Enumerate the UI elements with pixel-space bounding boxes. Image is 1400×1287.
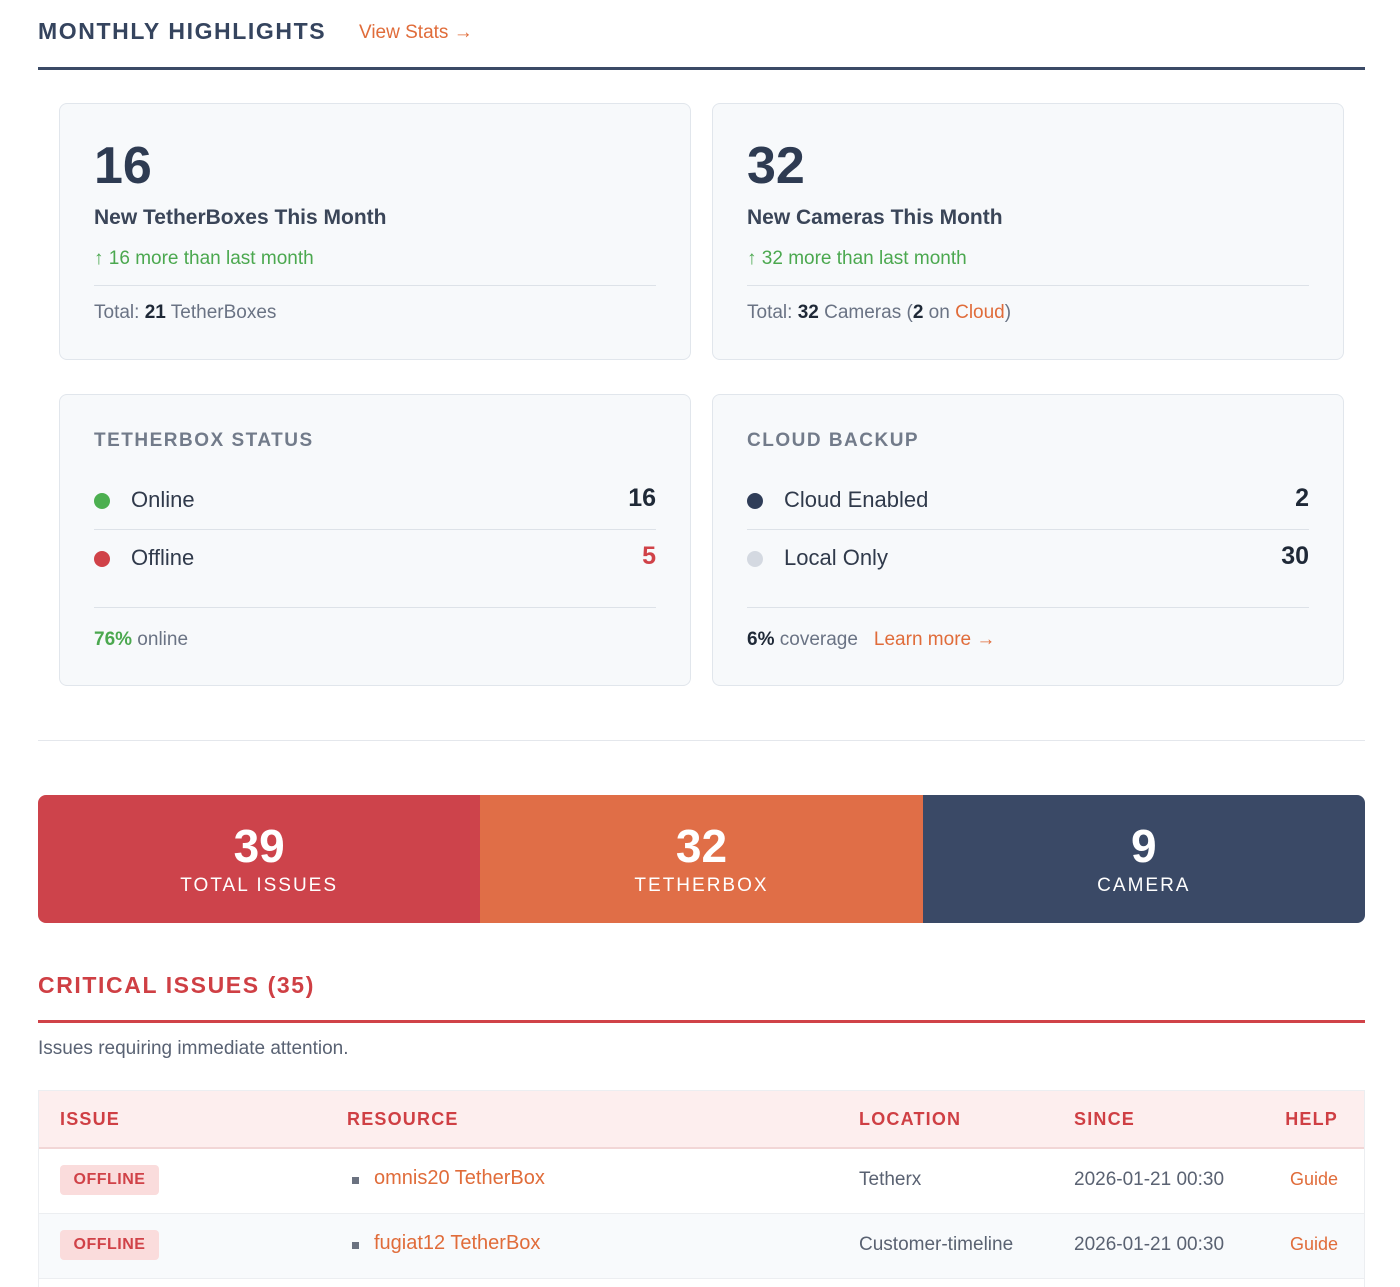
total-suffix: TetherBoxes [165,302,277,323]
location-cell: Customer-timeline [859,1234,1014,1255]
tetherboxes-label: New TetherBoxes This Month [94,206,387,229]
table-row: OFFLINE fugiat12 TetherBox Customer-time… [39,1214,1364,1279]
status-badge: OFFLINE [60,1165,159,1195]
critical-issues-underline [38,1020,1365,1023]
online-value: 16 [628,484,656,512]
view-stats-link[interactable]: View Stats → [359,22,473,43]
camera-issues-count: 9 [1131,820,1157,872]
cameras-label: New Cameras This Month [747,206,1003,229]
local-only-value: 30 [1281,542,1309,570]
since-cell: 2026-01-21 00:30 [1074,1234,1225,1255]
cloud-enabled-row: Cloud Enabled 2 [747,472,1309,530]
online-label: Online [131,487,195,512]
coverage-footer: 6% coverage Learn more → [747,629,995,651]
issues-summary-bar: 39 TOTAL ISSUES 32 TETHERBOX 9 CAMERA [38,795,1365,923]
column-header-issue: ISSUE [60,1109,121,1129]
total-value: 32 [797,302,819,323]
offline-value: 5 [642,542,656,570]
close-paren: ) [1004,302,1012,323]
since-cell: 2026-01-21 00:30 [1074,1169,1225,1190]
total-mid: Cameras ( [818,302,913,323]
column-header-resource: RESOURCE [347,1109,459,1129]
cloud-on: on [923,302,956,323]
card-divider [94,607,656,608]
card-divider [747,285,1309,286]
cloud-value: 2 [912,302,924,323]
online-row: Online 16 [94,472,656,530]
table-row [39,1279,1364,1287]
critical-issues-table: ISSUE RESOURCE LOCATION SINCE HELP OFFLI… [38,1090,1365,1287]
resource-link[interactable]: omnis20 TetherBox [374,1167,545,1189]
online-dot-icon [94,493,110,509]
online-pct-text: online [132,629,189,650]
learn-more-link[interactable]: Learn more → [873,629,996,650]
coverage-text: coverage [774,629,858,650]
column-header-help: HELP [1285,1109,1338,1129]
location-cell: Tetherx [859,1169,922,1190]
total-prefix: Total: [747,302,798,323]
cameras-count: 32 [747,137,805,195]
tetherboxes-total: Total: 21 TetherBoxes [94,302,276,324]
section-divider [38,740,1365,741]
section-title: MONTHLY HIGHLIGHTS [38,18,327,44]
cloud-enabled-label: Cloud Enabled [784,487,929,512]
total-prefix: Total: [94,302,145,323]
cameras-delta: ↑ 32 more than last month [747,248,967,269]
tetherbox-issues-segment[interactable]: 32 TETHERBOX [480,795,923,923]
cloud-word: Cloud [955,302,1005,323]
cameras-total: Total: 32 Cameras (2 on Cloud) [747,302,1011,324]
tetherbox-issues-label: TETHERBOX [634,875,769,896]
column-header-since: SINCE [1074,1109,1136,1129]
square-bullet-icon [352,1177,359,1184]
card-divider [747,607,1309,608]
tetherbox-issues-count: 32 [675,820,728,872]
offline-dot-icon [94,551,110,567]
table-header: ISSUE RESOURCE LOCATION SINCE HELP [39,1091,1364,1149]
monthly-highlights-header: MONTHLY HIGHLIGHTS View Stats → [38,14,1365,70]
tetherbox-status-title: TETHERBOX STATUS [94,430,314,451]
critical-issues-title: CRITICAL ISSUES (35) [38,972,315,998]
local-only-row: Local Only 30 [747,530,1309,588]
tetherboxes-count: 16 [94,137,152,195]
coverage-pct: 6% [747,629,775,650]
tetherboxes-delta: ↑ 16 more than last month [94,248,314,269]
cloud-enabled-dot-icon [747,493,763,509]
total-issues-count: 39 [233,820,285,872]
offline-label: Offline [131,545,195,570]
online-percentage: 76% online [94,629,188,651]
offline-row: Offline 5 [94,530,656,588]
card-divider [94,285,656,286]
resource-link[interactable]: fugiat12 TetherBox [374,1232,541,1254]
square-bullet-icon [352,1242,359,1249]
local-only-dot-icon [747,551,763,567]
total-issues-segment[interactable]: 39 TOTAL ISSUES [38,795,481,923]
cloud-backup-title: CLOUD BACKUP [747,430,920,451]
camera-issues-label: CAMERA [1097,875,1191,896]
total-issues-label: TOTAL ISSUES [180,875,339,896]
table-row: OFFLINE omnis20 TetherBox Tetherx 2026-0… [39,1149,1364,1214]
online-pct: 76% [94,629,133,650]
camera-issues-segment[interactable]: 9 CAMERA [922,795,1365,923]
column-header-location: LOCATION [859,1109,962,1129]
tetherbox-status-card: TETHERBOX STATUS Online 16 Offline 5 76%… [59,394,691,686]
status-badge: OFFLINE [60,1230,159,1260]
guide-link[interactable]: Guide [1289,1169,1338,1189]
cloud-enabled-value: 2 [1295,484,1309,512]
guide-link[interactable]: Guide [1289,1234,1338,1254]
total-value: 21 [144,302,166,323]
local-only-label: Local Only [784,545,888,570]
critical-issues-subtitle: Issues requiring immediate attention. [38,1038,349,1059]
cloud-backup-card: CLOUD BACKUP Cloud Enabled 2 Local Only … [712,394,1344,686]
new-cameras-card: 32 New Cameras This Month ↑ 32 more than… [712,103,1344,360]
new-tetherboxes-card: 16 New TetherBoxes This Month ↑ 16 more … [59,103,691,360]
